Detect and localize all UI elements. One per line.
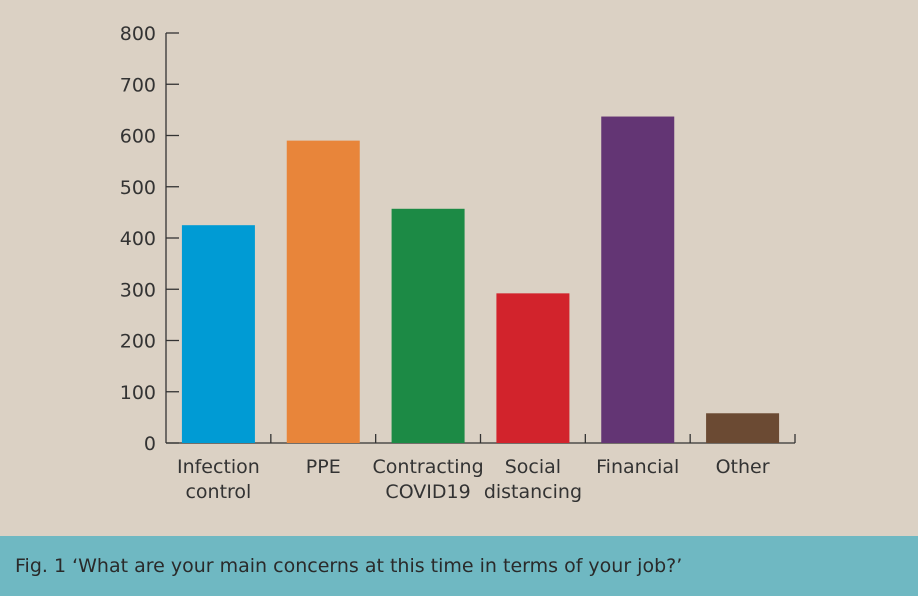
y-tick-label: 100 [120, 382, 156, 404]
bar [601, 116, 675, 443]
bar [286, 140, 360, 443]
y-tick-label: 600 [120, 126, 156, 148]
y-tick-label: 800 [120, 23, 156, 45]
bar [391, 208, 465, 443]
x-category-label: Social distancing [484, 456, 582, 503]
caption-bar: Fig. 1 ‘What are your main concerns at t… [0, 536, 918, 596]
x-category-label: Financial [596, 456, 679, 478]
bar [496, 293, 570, 443]
y-tick-label: 200 [120, 331, 156, 353]
y-tick-label: 400 [120, 228, 156, 250]
y-tick-label: 500 [120, 177, 156, 199]
figure-caption: Fig. 1 ‘What are your main concerns at t… [15, 555, 683, 577]
bar-chart: 0 100 200 300 400 500 600 700 800 Infection contr… [120, 23, 796, 503]
y-tick-label: 700 [120, 74, 156, 96]
x-axis [166, 434, 796, 444]
y-axis: 0 100 200 300 400 500 600 700 800 [120, 23, 179, 455]
x-category-label: Other [716, 456, 770, 478]
x-category-label: PPE [306, 456, 341, 478]
bar [706, 413, 780, 443]
y-tick-label: 300 [120, 279, 156, 301]
y-tick-label: 0 [144, 433, 156, 455]
x-category-label: Contracting COVID19 [373, 456, 484, 503]
bar [181, 225, 255, 443]
bars [181, 116, 780, 443]
x-category-label: Infection control [177, 456, 260, 503]
category-labels: Infection control PPE Contracting COVID19Soc… [177, 456, 770, 503]
